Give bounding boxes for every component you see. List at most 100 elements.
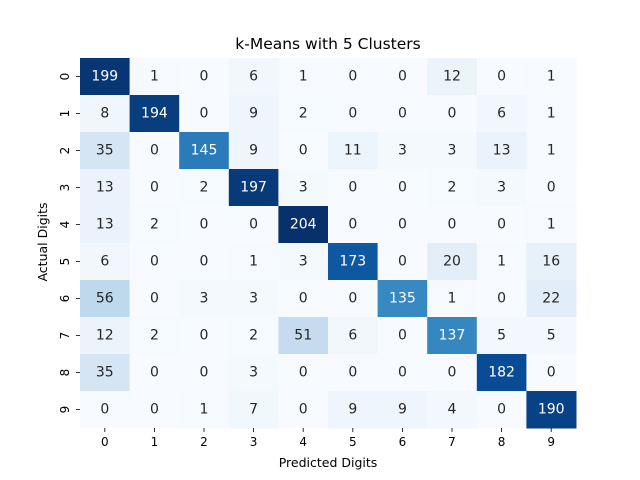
heatmap-cell-r3-c1 xyxy=(129,169,180,207)
heatmap-cell-r2-c1 xyxy=(129,132,180,170)
cell-value-r8-c2: 0 xyxy=(200,365,209,381)
cell-value-r2-c3: 9 xyxy=(249,143,258,159)
cell-value-r1-c7: 0 xyxy=(448,106,457,122)
heatmap-cell-r6-c6 xyxy=(377,280,428,318)
cell-value-r1-c3: 9 xyxy=(249,106,258,122)
heatmap-cell-r7-c6 xyxy=(377,317,428,355)
y-tick-label-5: 5 xyxy=(58,258,72,266)
heatmap-cell-r3-c2 xyxy=(179,169,230,207)
cell-value-r7-c1: 2 xyxy=(150,328,159,344)
heatmap-cell-r9-c6 xyxy=(377,391,428,429)
heatmap-cell-r3-c5 xyxy=(328,169,379,207)
heatmap-cell-r4-c6 xyxy=(377,206,428,244)
heatmap-cell-r5-c9 xyxy=(526,243,577,281)
heatmap-cell-r9-c9 xyxy=(526,391,577,429)
heatmap-cell-r1-c3 xyxy=(228,95,279,133)
cell-value-r9-c3: 7 xyxy=(249,402,258,418)
heatmap-cell-r0-c7 xyxy=(427,58,478,96)
x-tick-label-8: 8 xyxy=(498,435,506,449)
heatmap-cell-r7-c0 xyxy=(80,317,131,355)
cell-value-r8-c6: 0 xyxy=(398,365,407,381)
y-tick-label-8: 8 xyxy=(58,369,72,377)
heatmap-cell-r6-c0 xyxy=(80,280,131,318)
heatmap-cell-r6-c8 xyxy=(476,280,527,318)
cell-value-r5-c5: 173 xyxy=(339,254,366,270)
heatmap-cell-r2-c0 xyxy=(80,132,131,170)
cell-value-r5-c4: 3 xyxy=(299,254,308,270)
heatmap-cell-r1-c5 xyxy=(328,95,379,133)
cell-value-r0-c2: 0 xyxy=(200,69,209,85)
cell-value-r4-c1: 2 xyxy=(150,217,159,233)
heatmap-cell-r5-c0 xyxy=(80,243,131,281)
heatmap-cell-r9-c2 xyxy=(179,391,230,429)
y-axis-label: Actual Digits xyxy=(35,202,50,281)
heatmap-cell-r9-c1 xyxy=(129,391,180,429)
cell-value-r8-c7: 0 xyxy=(448,365,457,381)
heatmap-cell-r5-c1 xyxy=(129,243,180,281)
cell-value-r5-c3: 1 xyxy=(249,254,258,270)
cell-value-r6-c3: 3 xyxy=(249,291,258,307)
cell-value-r1-c6: 0 xyxy=(398,106,407,122)
heatmap-cell-r8-c4 xyxy=(278,354,329,392)
y-tick-label-2: 2 xyxy=(58,147,72,155)
heatmap-cell-r3-c6 xyxy=(377,169,428,207)
heatmap-cell-r5-c2 xyxy=(179,243,230,281)
cell-value-r4-c0: 13 xyxy=(96,217,114,233)
cell-value-r4-c9: 1 xyxy=(547,217,556,233)
cell-value-r7-c3: 2 xyxy=(249,328,258,344)
cell-value-r5-c7: 20 xyxy=(443,254,461,270)
heatmap-cell-r4-c2 xyxy=(179,206,230,244)
cell-value-r9-c1: 0 xyxy=(150,402,159,418)
cell-value-r2-c1: 0 xyxy=(150,143,159,159)
y-tick-label-0: 0 xyxy=(58,73,72,81)
heatmap-cell-r6-c2 xyxy=(179,280,230,318)
heatmap-cell-r3-c0 xyxy=(80,169,131,207)
cell-value-r8-c0: 35 xyxy=(96,365,114,381)
heatmap-cell-r2-c4 xyxy=(278,132,329,170)
heatmap-cell-r7-c8 xyxy=(476,317,527,355)
cell-value-r2-c6: 3 xyxy=(398,143,407,159)
cell-value-r4-c5: 0 xyxy=(348,217,357,233)
cell-value-r2-c0: 35 xyxy=(96,143,114,159)
x-axis-ticks: 0 1 2 3 4 5 6 7 8 9 xyxy=(101,428,555,449)
heatmap-cell-r5-c7 xyxy=(427,243,478,281)
cell-value-r6-c8: 0 xyxy=(497,291,506,307)
cell-value-r6-c6: 135 xyxy=(389,291,416,307)
cell-value-r4-c4: 204 xyxy=(290,217,317,233)
heatmap-cell-r1-c6 xyxy=(377,95,428,133)
heatmap-cell-r9-c5 xyxy=(328,391,379,429)
cell-value-r0-c6: 0 xyxy=(398,69,407,85)
heatmap-cell-r7-c2 xyxy=(179,317,230,355)
cell-value-r0-c1: 1 xyxy=(150,69,159,85)
cell-value-r8-c9: 0 xyxy=(547,365,556,381)
y-tick-label-9: 9 xyxy=(58,406,72,414)
cell-value-r6-c2: 3 xyxy=(200,291,209,307)
cell-value-r9-c8: 0 xyxy=(497,402,506,418)
cell-value-r0-c4: 1 xyxy=(299,69,308,85)
heatmap-cell-r8-c7 xyxy=(427,354,478,392)
heatmap-cell-r7-c7 xyxy=(427,317,478,355)
cell-value-r2-c2: 145 xyxy=(191,143,218,159)
heatmap-cell-r7-c9 xyxy=(526,317,577,355)
heatmap-cell-r4-c9 xyxy=(526,206,577,244)
cell-value-r9-c2: 1 xyxy=(200,402,209,418)
x-tick-label-9: 9 xyxy=(547,435,555,449)
cell-value-r8-c1: 0 xyxy=(150,365,159,381)
cell-value-r6-c7: 1 xyxy=(448,291,457,307)
heatmap-cell-r1-c1 xyxy=(129,95,180,133)
cell-value-r6-c4: 0 xyxy=(299,291,308,307)
heatmap-cell-r2-c8 xyxy=(476,132,527,170)
cell-value-r8-c4: 0 xyxy=(299,365,308,381)
cell-value-r7-c5: 6 xyxy=(348,328,357,344)
cell-value-r0-c3: 6 xyxy=(249,69,258,85)
cell-value-r3-c8: 3 xyxy=(497,180,506,196)
cell-value-r3-c2: 2 xyxy=(200,180,209,196)
cell-value-r9-c7: 4 xyxy=(448,402,457,418)
heatmap-cell-r3-c7 xyxy=(427,169,478,207)
heatmap-cell-r2-c9 xyxy=(526,132,577,170)
y-tick-label-6: 6 xyxy=(58,295,72,303)
heatmap-cell-r1-c2 xyxy=(179,95,230,133)
cell-value-r5-c9: 16 xyxy=(542,254,560,270)
cell-value-r4-c7: 0 xyxy=(448,217,457,233)
x-tick-label-0: 0 xyxy=(101,435,109,449)
